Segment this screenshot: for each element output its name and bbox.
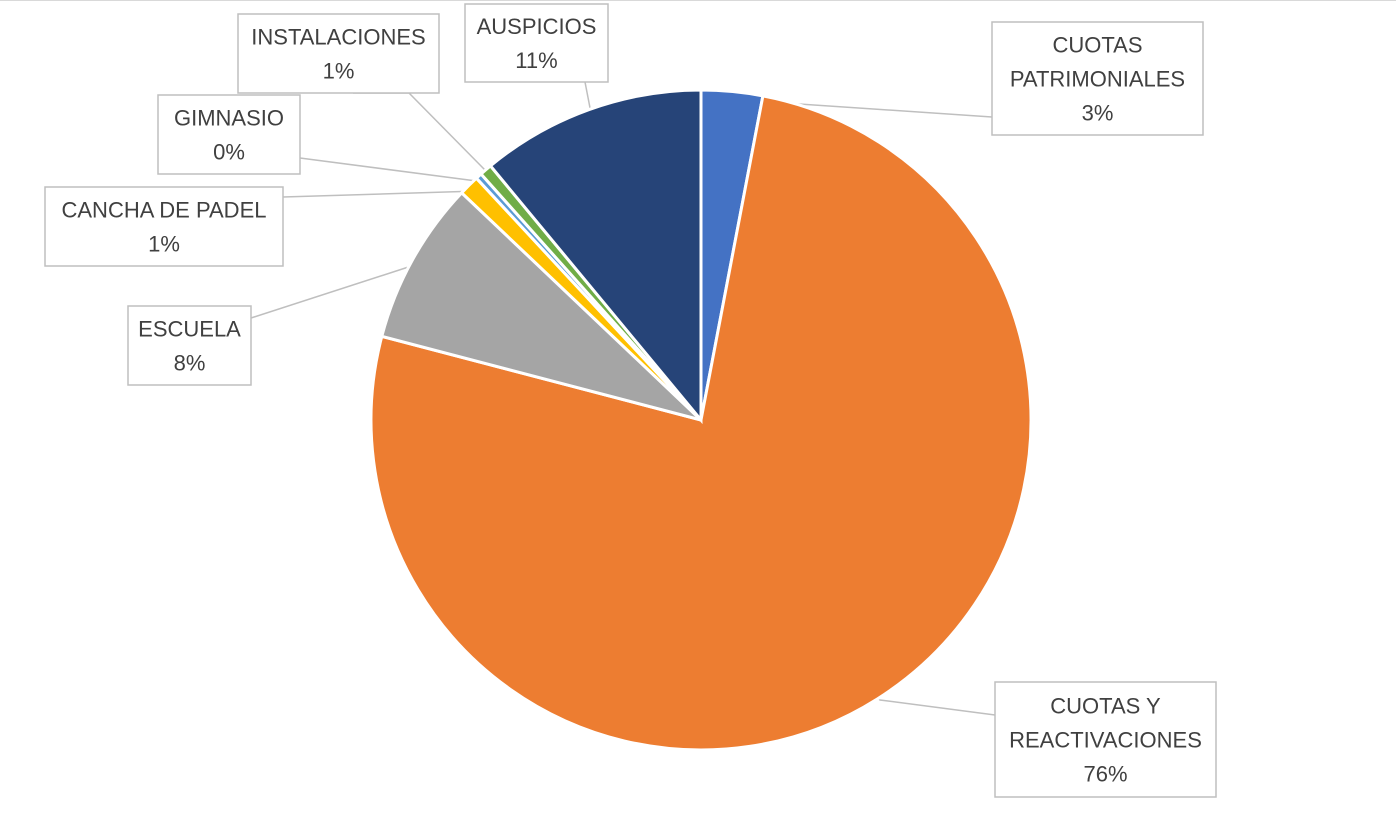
label-category: CUOTAS (1052, 33, 1142, 58)
label-category: GIMNASIO (174, 106, 284, 131)
label-category: PATRIMONIALES (1010, 67, 1185, 92)
label-box (237, 13, 440, 94)
chart-top-border (0, 0, 1396, 1)
pie-slice-escuela (379, 190, 703, 422)
pie-slice-auspicios (488, 88, 703, 425)
data-label-cancha-de-padel: CANCHA DE PADEL 1% (44, 186, 284, 267)
label-box (44, 186, 284, 267)
leader-line-escuela (250, 262, 420, 319)
label-percent: 8% (174, 351, 206, 376)
label-category: ESCUELA (138, 317, 241, 342)
label-box (157, 94, 301, 175)
label-category: CANCHA DE PADEL (62, 198, 267, 223)
data-label-gimnasio: GIMNASIO 0% (157, 94, 301, 175)
label-category: CUOTAS Y (1050, 694, 1161, 719)
label-category: AUSPICIOS (477, 14, 597, 39)
label-percent: 76% (1083, 762, 1127, 787)
data-label-escuela: ESCUELA 8% (127, 305, 252, 386)
leader-line-cuotas-y-reactivaciones (874, 695, 996, 716)
leader-line-cancha-de-padel (282, 190, 475, 198)
label-percent: 0% (213, 140, 245, 165)
label-category: INSTALACIONES (251, 25, 425, 50)
pie-slice-cuotas-y-reactivaciones (369, 94, 1033, 752)
label-box (991, 21, 1204, 136)
label-box (127, 305, 252, 386)
data-label-cuotas-y-reactivaciones: CUOTAS Y REACTIVACIONES 76% (994, 681, 1217, 798)
label-box (994, 681, 1217, 798)
leader-line-instalaciones (353, 92, 492, 177)
data-label-instalaciones: INSTALACIONES 1% (237, 13, 440, 94)
data-label-auspicios: AUSPICIOS 11% (464, 3, 609, 83)
label-category: REACTIVACIONES (1009, 728, 1202, 753)
label-box (464, 3, 609, 83)
label-percent: 1% (148, 232, 180, 257)
label-percent: 3% (1082, 101, 1114, 126)
label-percent: 11% (515, 48, 557, 73)
label-percent: 1% (323, 59, 355, 84)
data-label-cuotas-patrimoniales: CUOTAS PATRIMONIALES 3% (991, 21, 1204, 136)
leader-line-gimnasio (299, 157, 485, 183)
